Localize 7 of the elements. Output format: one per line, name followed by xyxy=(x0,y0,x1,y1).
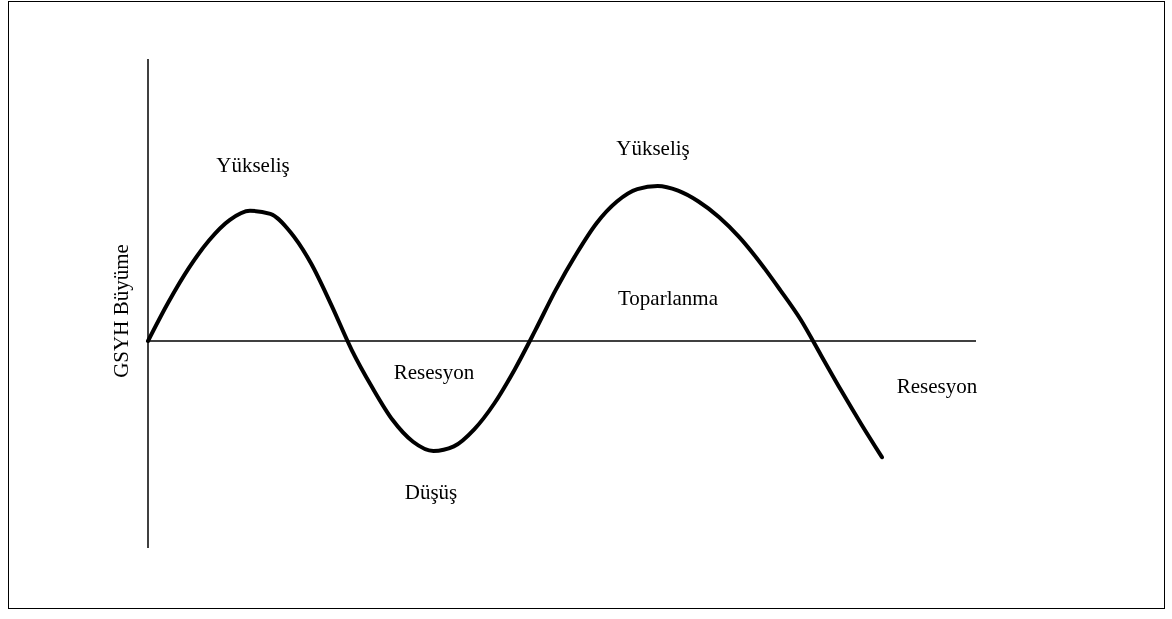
text: Resesyon xyxy=(896,374,978,398)
annotation: Toparlanma xyxy=(618,286,719,310)
text: Yükseliş xyxy=(216,153,290,177)
annotation: Resesyon xyxy=(393,360,475,384)
y-axis-title: GSYH Büyüme xyxy=(109,244,133,378)
text: Düşüş xyxy=(404,480,458,504)
text: Yükseliş xyxy=(616,136,690,160)
